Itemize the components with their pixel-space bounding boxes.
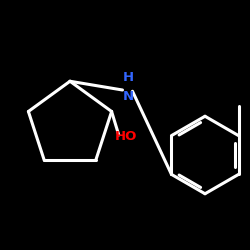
Text: HO: HO: [115, 130, 138, 143]
Text: N: N: [123, 90, 134, 103]
Text: H: H: [123, 71, 134, 84]
